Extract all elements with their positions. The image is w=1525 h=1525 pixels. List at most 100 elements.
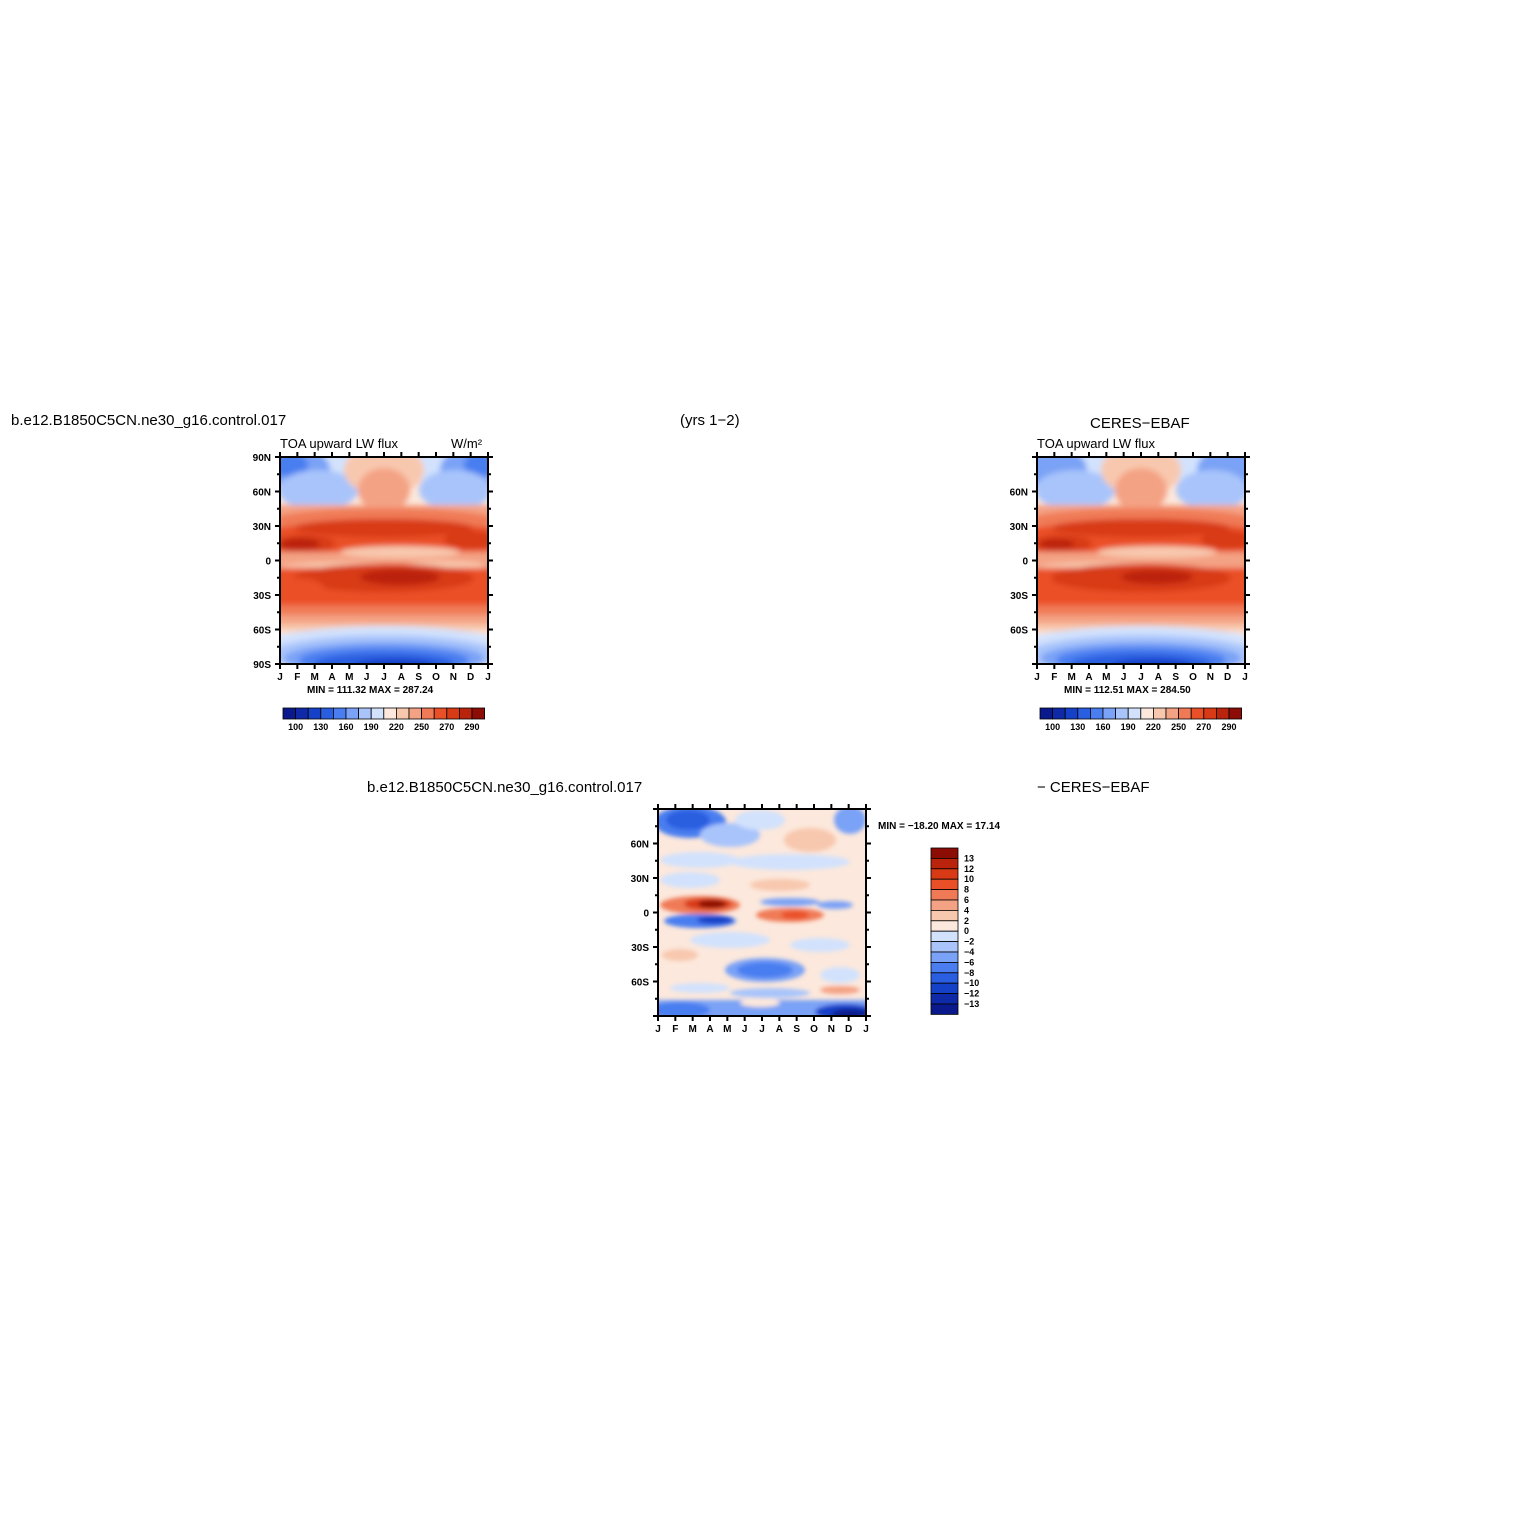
- diff-colorbar-label: −6: [964, 957, 974, 967]
- obs-colorbar-label: 100: [1045, 722, 1060, 732]
- model-colorbar-box: [383, 707, 397, 720]
- model-xtick-label: J: [381, 672, 387, 683]
- obs-title: CERES−EBAF: [1090, 415, 1190, 432]
- diff-colorbar-label: 6: [964, 895, 969, 905]
- obs-xtick-label: M: [1102, 672, 1110, 683]
- diff-colorbar-box: [930, 920, 959, 932]
- diff-colorbar-box: [930, 858, 959, 870]
- diff-colorbar-label: −2: [964, 937, 974, 947]
- diff-colorbar-label: 4: [964, 905, 969, 915]
- obs-colorbar-label: 220: [1146, 722, 1161, 732]
- model-colorbar-box: [446, 707, 460, 720]
- obs-colorbar-box: [1115, 707, 1129, 720]
- diff-obs-title: − CERES−EBAF: [1037, 779, 1150, 796]
- diff-colorbar-label: −8: [964, 968, 974, 978]
- diff-colorbar-label: 2: [964, 916, 969, 926]
- obs-heatmap: [1037, 457, 1245, 664]
- obs-ytick-label: 60N: [1010, 488, 1028, 499]
- model-xtick-label: N: [450, 672, 457, 683]
- model-ytick-label: 0: [265, 557, 271, 568]
- model-colorbar-label: 130: [313, 722, 328, 732]
- obs-colorbar-box: [1064, 707, 1079, 720]
- diff-xtick-label: J: [863, 1024, 869, 1035]
- model-xtick-label: J: [485, 672, 491, 683]
- obs-colorbar-label: 250: [1171, 722, 1186, 732]
- obs-colorbar-label: 160: [1095, 722, 1110, 732]
- model-colorbar-box: [421, 707, 435, 720]
- obs-colorbar: 100 130 160 190 220 250 270 290: [1039, 707, 1243, 732]
- obs-variable-label: TOA upward LW flux: [1037, 436, 1156, 451]
- diff-xtick-label: N: [828, 1024, 835, 1035]
- model-colorbar-label: 100: [288, 722, 303, 732]
- diff-colorbar-box: [930, 847, 959, 859]
- obs-xtick-label: J: [1034, 672, 1040, 683]
- model-xtick-label: J: [277, 672, 283, 683]
- obs-xtick-label: D: [1224, 672, 1231, 683]
- obs-colorbar-box: [1203, 707, 1217, 720]
- diff-xtick-label: A: [706, 1024, 713, 1035]
- diff-xtick-label: J: [742, 1024, 748, 1035]
- model-colorbar-box: [433, 707, 448, 720]
- model-colorbar-box: [458, 707, 473, 720]
- obs-xtick-label: S: [1172, 672, 1179, 683]
- diff-xtick-label: O: [810, 1024, 818, 1035]
- obs-ytick-label: 30S: [1010, 591, 1028, 602]
- diff-colorbar-box: [930, 878, 959, 891]
- obs-xtick-label: A: [1155, 672, 1162, 683]
- model-colorbar-box: [307, 707, 322, 720]
- obs-xtick-label: N: [1207, 672, 1214, 683]
- obs-xtick-label: J: [1138, 672, 1144, 683]
- model-colorbar-label: 290: [464, 722, 479, 732]
- diff-colorbar-label: 8: [964, 885, 969, 895]
- model-colorbar-box: [358, 707, 372, 720]
- model-colorbar-box: [395, 707, 410, 720]
- diff-colorbar-label: −12: [964, 989, 979, 999]
- obs-colorbar-box: [1153, 707, 1167, 720]
- model-variable-label: TOA upward LW flux: [280, 436, 399, 451]
- diff-xtick-label: M: [688, 1024, 696, 1035]
- diff-case-title: b.e12.B1850C5CN.ne30_g16.control.017: [367, 779, 643, 796]
- diff-colorbar-label: 12: [964, 864, 974, 874]
- diff-colorbar-box: [930, 930, 959, 943]
- model-stats: MIN = 111.32 MAX = 287.24: [307, 685, 434, 696]
- diff-xtick-label: A: [776, 1024, 783, 1035]
- diff-colorbar-box: [930, 910, 959, 922]
- model-ytick-label: 30N: [253, 522, 271, 533]
- obs-xtick-label: O: [1189, 672, 1197, 683]
- diff-ytick-label: 30N: [631, 874, 649, 885]
- obs-colorbar-label: 190: [1121, 722, 1136, 732]
- model-xtick-label: M: [345, 672, 353, 683]
- model-colorbar-box: [370, 707, 385, 720]
- model-ytick-label: 30S: [253, 591, 271, 602]
- model-colorbar-label: 220: [389, 722, 404, 732]
- diff-colorbar-box: [930, 868, 959, 880]
- obs-colorbar-box: [1178, 707, 1192, 720]
- diff-colorbar-label: −10: [964, 978, 979, 988]
- model-colorbar: 100 130 160 190 220 250 270 290: [282, 707, 486, 732]
- obs-colorbar-box: [1140, 707, 1154, 720]
- obs-colorbar-label: 270: [1196, 722, 1211, 732]
- obs-xtick-label: M: [1067, 672, 1075, 683]
- model-colorbar-box: [408, 707, 423, 720]
- obs-colorbar-box: [1127, 707, 1142, 720]
- diff-colorbar-box: [930, 993, 959, 1005]
- years-label: (yrs 1−2): [680, 412, 740, 429]
- model-colorbar-box: [471, 707, 486, 720]
- diff-colorbar-box: [930, 951, 959, 963]
- diff-colorbar-label: −4: [964, 947, 974, 957]
- diff-xtick-label: M: [723, 1024, 731, 1035]
- obs-xtick-label: J: [1121, 672, 1127, 683]
- diff-xtick-label: D: [845, 1024, 852, 1035]
- diff-ytick-label: 30S: [631, 943, 649, 954]
- model-ytick-label: 60N: [253, 488, 271, 499]
- obs-colorbar-label: 130: [1070, 722, 1085, 732]
- model-units-label: W/m²: [451, 436, 483, 451]
- model-xtick-label: O: [432, 672, 440, 683]
- diff-colorbar-box: [930, 889, 959, 901]
